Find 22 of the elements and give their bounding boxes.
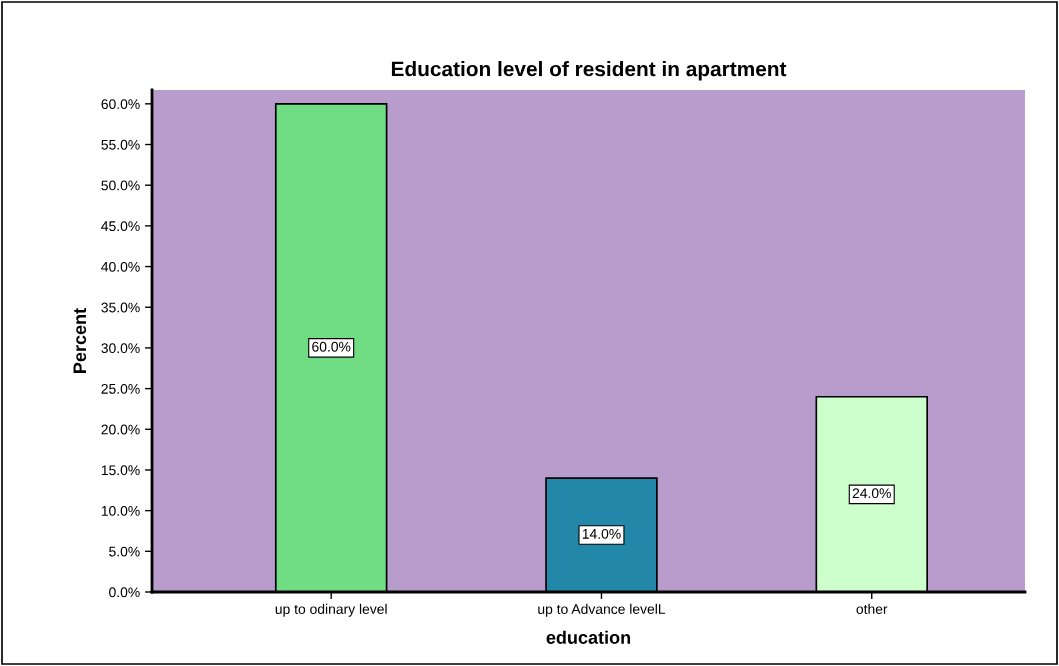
y-tick-label: 40.0% [101,261,140,272]
y-tick-label: 0.0% [109,587,140,598]
y-tick-label: 60.0% [101,99,140,109]
chart-title: Education level of resident in apartment [391,61,787,81]
y-tick-label: 30.0% [101,343,140,354]
data-label: 24.0% [852,488,891,499]
x-axis-title: education [546,630,631,644]
y-tick-label: 10.0% [101,505,140,516]
data-label: 60.0% [312,341,351,352]
y-tick-label: 55.0% [101,139,140,150]
y-tick-label: 20.0% [101,424,140,435]
data-label: 14.0% [582,528,621,539]
y-tick-label: 15.0% [101,465,140,476]
y-tick-label: 35.0% [101,302,140,313]
y-tick-label: 45.0% [101,221,140,232]
x-tick-label: up to odinary level [275,603,387,617]
y-tick-label: 50.0% [101,180,140,191]
x-tick-label: up to Advance levelL [538,603,666,617]
x-tick-label: other [856,603,888,615]
y-tick-label: 25.0% [101,383,140,394]
y-axis-title: Percent [73,308,87,373]
y-tick-label: 5.0% [109,546,140,557]
